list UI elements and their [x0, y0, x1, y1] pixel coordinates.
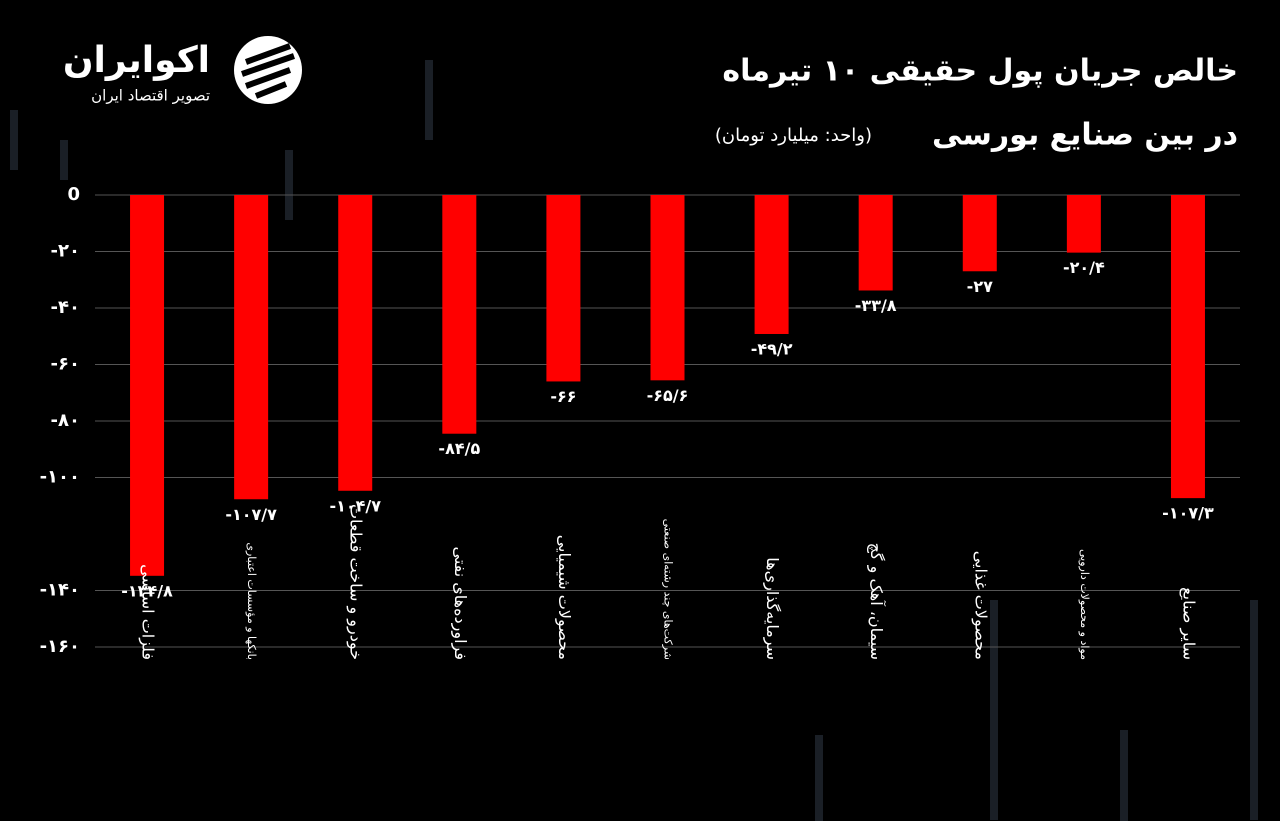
- logo-name: اکوایران: [63, 40, 210, 81]
- x-tick-label: سایر صنایع: [1178, 587, 1198, 660]
- x-tick-label: بانکها و مؤسسات اعتباری: [245, 542, 258, 660]
- chart-subtitle: در بین صنایع بورسی: [932, 118, 1238, 153]
- x-tick-label: سرمایه‌گذاری‌ها: [762, 557, 782, 660]
- bar: [754, 195, 789, 334]
- bar: [442, 195, 477, 434]
- data-label: -۲۷: [967, 277, 993, 296]
- data-label: -۱۰۴/۷: [329, 496, 381, 515]
- data-label: -۶۵/۶: [647, 386, 689, 405]
- bar: [650, 195, 685, 381]
- x-tick-label: فراورده‌های نفتی: [450, 546, 470, 660]
- bar: [234, 195, 269, 500]
- data-label: -۳۳/۸: [855, 296, 897, 315]
- x-tick-label: خودرو و ساخت قطعات: [346, 504, 366, 660]
- x-tick-label: فلزات اساسی: [138, 564, 158, 660]
- chart-title: خالص جریان پول حقیقی ۱۰ تیرماه: [722, 54, 1238, 89]
- unit-label: (واحد: میلیارد تومان): [715, 125, 872, 146]
- x-tick-label: شرکت‌های چند رشته‌ای صنعتی: [662, 519, 675, 660]
- data-label: -۸۴/۵: [438, 439, 480, 458]
- data-label: -۴۹/۲: [751, 339, 793, 358]
- data-label: -۱۰۷/۷: [225, 505, 277, 524]
- data-label: -۶۶: [550, 387, 576, 406]
- x-tick-label: محصولات غذایی: [970, 551, 990, 660]
- x-tick-label: سیمان، آهک و گچ: [866, 543, 886, 660]
- x-tick-label: محصولات شیمیایی: [554, 535, 574, 660]
- logo-stripes: [241, 43, 295, 99]
- background-candles: [10, 60, 1258, 821]
- y-tick-label: -۱۴۰: [40, 580, 80, 601]
- y-tick-label: -۲۰: [51, 241, 80, 262]
- y-tick-label: -۶۰: [51, 354, 80, 375]
- logo-tagline: تصویر اقتصاد ایران: [91, 87, 210, 105]
- y-tick-label: -۱۰۰: [40, 467, 80, 488]
- bar: [130, 195, 165, 576]
- bar: [338, 195, 373, 491]
- logo: اکوایران تصویر اقتصاد ایران: [63, 36, 302, 105]
- data-label: -۲۰/۴: [1063, 258, 1105, 277]
- y-tick-label: -۱۶۰: [40, 636, 80, 657]
- bar: [1066, 195, 1101, 253]
- bar: [962, 195, 997, 272]
- y-tick-label: 0: [67, 184, 80, 205]
- bar: [858, 195, 893, 291]
- bar: [546, 195, 581, 382]
- y-tick-label: -۸۰: [51, 410, 80, 431]
- bar: [1170, 195, 1205, 499]
- x-tick-label: مواد و محصولات دارویی: [1078, 549, 1091, 660]
- y-tick-label: -۴۰: [51, 297, 80, 318]
- data-label: -۱۳۴/۸: [121, 581, 173, 600]
- data-label: -۱۰۷/۳: [1162, 504, 1214, 523]
